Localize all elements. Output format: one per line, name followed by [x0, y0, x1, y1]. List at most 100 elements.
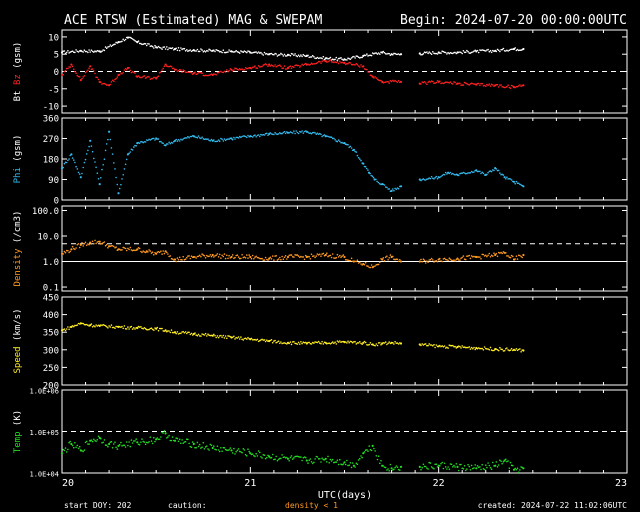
trace-dot-density-density	[214, 255, 216, 257]
trace-dot-density-density	[299, 256, 301, 259]
trace-dot-speed-speed	[460, 347, 462, 349]
trace-dot-density-density	[62, 253, 64, 255]
trace-dot-mag-bt	[189, 49, 192, 51]
trace-dot-mag-bt	[335, 56, 338, 59]
trace-dot-speed-speed	[295, 342, 298, 345]
trace-dot-mag-bz	[377, 79, 380, 81]
trace-dot-density-density	[514, 258, 516, 260]
trace-dot-mag-bt	[468, 52, 471, 54]
trace-dot-temp-temp	[502, 461, 505, 463]
trace-dot-density-density	[421, 260, 424, 263]
trace-dot-density-density	[483, 255, 486, 257]
trace-dot-temp-temp	[73, 446, 75, 449]
trace-dot-temp-temp	[293, 457, 295, 459]
trace-dot-temp-temp	[115, 446, 117, 449]
trace-dot-phi-phi	[273, 133, 275, 136]
trace-dot-mag-bz	[96, 76, 99, 79]
trace-dot-temp-temp	[189, 445, 192, 448]
trace-dot-mag-bt	[256, 52, 259, 54]
xtick-label-3: 23	[615, 478, 627, 489]
trace-dot-mag-bt	[241, 50, 243, 53]
trace-dot-speed-speed	[63, 328, 66, 330]
trace-dot-mag-bz	[336, 60, 339, 63]
trace-dot-temp-temp	[322, 458, 325, 461]
trace-dot-speed-speed	[114, 327, 116, 330]
trace-dot-speed-speed	[68, 328, 70, 331]
trace-dot-mag-bt	[71, 50, 74, 52]
trace-dot-phi-phi	[93, 157, 95, 160]
trace-dot-density-density	[399, 259, 401, 261]
trace-dot-temp-temp	[243, 449, 246, 451]
trace-dot-temp-temp	[341, 464, 343, 466]
trace-dot-mag-bt	[242, 51, 245, 53]
trace-dot-temp-temp	[273, 458, 275, 461]
xtick-label-0: 20	[62, 478, 74, 489]
trace-dot-temp-temp	[399, 469, 401, 471]
trace-dot-temp-temp	[361, 456, 364, 459]
trace-dot-mag-bz	[442, 82, 445, 85]
trace-dot-phi-phi	[328, 136, 331, 138]
point-phi-phi	[173, 139, 177, 142]
trace-dot-density-density	[452, 259, 454, 262]
trace-dot-phi-phi	[198, 137, 201, 139]
trace-dot-mag-bt	[162, 46, 164, 48]
trace-dot-mag-bt	[313, 56, 315, 58]
trace-dot-density-density	[121, 249, 123, 251]
trace-dot-mag-bz	[347, 62, 349, 65]
trace-dot-speed-speed	[379, 342, 381, 344]
trace-dot-density-density	[350, 257, 353, 260]
ytick-label-speed-5: 200	[43, 382, 59, 392]
trace-dot-speed-speed	[73, 325, 75, 328]
trace-dot-temp-temp	[510, 464, 513, 467]
trace-dot-mag-bz	[497, 86, 500, 88]
trace-dot-speed-speed	[236, 337, 239, 339]
trace-dot-density-density	[331, 253, 334, 255]
trace-dot-density-density	[310, 253, 313, 255]
trace-dot-speed-speed	[273, 340, 275, 342]
trace-dot-speed-speed	[420, 344, 422, 347]
trace-dot-mag-bz	[394, 79, 396, 82]
trace-dot-mag-bt	[366, 53, 368, 55]
trace-dot-speed-speed	[282, 342, 285, 344]
trace-dot-density-density	[138, 247, 141, 250]
trace-dot-mag-bt	[201, 49, 203, 51]
trace-dot-density-density	[64, 251, 67, 254]
trace-dot-mag-bt	[223, 51, 226, 54]
trace-dot-density-density	[228, 254, 230, 257]
point-speed-speed	[79, 322, 82, 325]
trace-dot-phi-phi	[315, 133, 318, 135]
trace-dot-mag-bz	[253, 66, 255, 68]
trace-dot-phi-phi	[67, 159, 69, 162]
trace-dot-temp-temp	[178, 438, 181, 441]
trace-dot-mag-bz	[87, 69, 89, 71]
trace-dot-speed-speed	[297, 341, 300, 344]
point-density-density	[230, 255, 233, 259]
trace-dot-speed-speed	[375, 343, 378, 345]
trace-dot-mag-bt	[149, 45, 152, 47]
trace-dot-speed-speed	[244, 337, 247, 340]
density-note: density < 1	[285, 501, 338, 510]
trace-dot-temp-temp	[271, 453, 274, 456]
trace-dot-temp-temp	[483, 468, 486, 471]
trace-dot-mag-bt	[178, 49, 181, 52]
trace-dot-speed-speed	[397, 343, 400, 345]
trace-dot-density-density	[493, 252, 495, 254]
trace-dot-mag-bz	[222, 71, 225, 74]
trace-dot-temp-temp	[169, 439, 172, 442]
trace-dot-temp-temp	[342, 463, 345, 465]
trace-dot-phi-phi	[218, 140, 221, 142]
trace-dot-speed-speed	[151, 328, 154, 331]
trace-dot-speed-speed	[208, 334, 210, 337]
trace-dot-phi-phi	[183, 137, 186, 139]
trace-dot-speed-speed	[142, 327, 144, 330]
trace-dot-temp-temp	[87, 443, 89, 445]
trace-dot-mag-bt	[269, 52, 272, 55]
trace-dot-speed-speed	[133, 327, 135, 329]
trace-dot-mag-bt	[228, 49, 230, 51]
point-density-density	[70, 248, 73, 251]
trace-dot-mag-bt	[209, 49, 212, 51]
trace-dot-mag-bt	[231, 51, 234, 53]
trace-dot-temp-temp	[507, 460, 509, 462]
trace-dot-mag-bz	[353, 63, 355, 66]
